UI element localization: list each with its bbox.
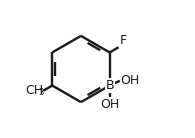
Text: B: B (105, 79, 114, 92)
Text: OH: OH (100, 98, 119, 111)
Text: CH: CH (25, 84, 43, 97)
Text: OH: OH (120, 74, 140, 87)
Text: 3: 3 (39, 88, 44, 97)
Text: F: F (119, 34, 126, 47)
